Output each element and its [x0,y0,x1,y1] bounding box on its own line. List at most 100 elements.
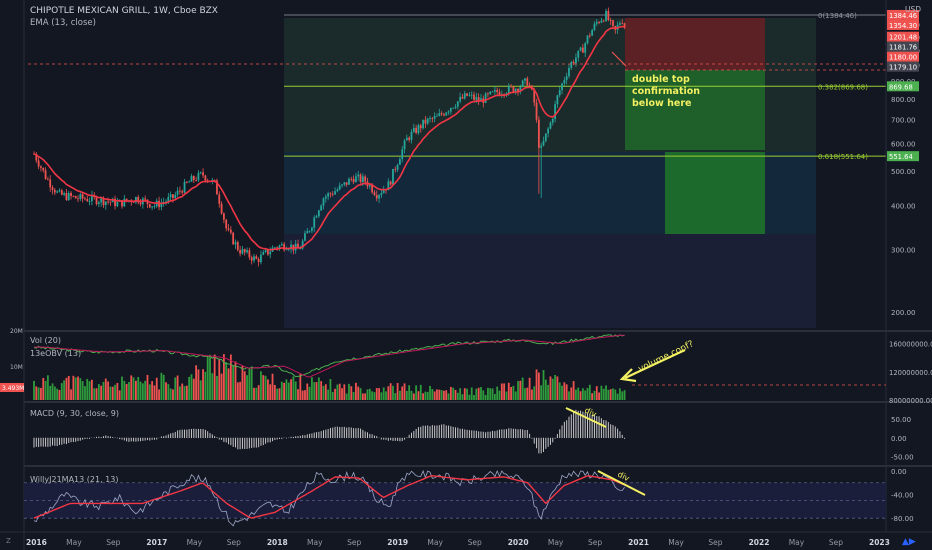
macd-histogram-bar [540,437,542,454]
time-axis: 2016 May Sep 2017 May Sep 2018 May Sep 2019 May Sep… [26,538,890,547]
candle-body [188,181,191,183]
candle-body [151,206,154,208]
macd-histogram-bar [265,437,267,444]
macd-histogram-bar [274,437,276,441]
macd-histogram-bar [408,434,410,439]
macd-histogram-bar [237,437,239,450]
macd-histogram-bar [239,437,241,450]
volume-bar [343,384,346,400]
candle-body [431,118,434,120]
volume-bar [44,380,47,400]
volume-bar [58,389,61,400]
volume-bar [225,362,228,400]
macd-histogram-bar [552,437,554,443]
macd-histogram-bar [160,436,162,439]
volume-bar [500,383,503,400]
volume-bar [459,388,462,400]
volume-bar [551,378,554,400]
volume-bar [577,387,580,400]
time-tick-label: 2023 [869,538,890,547]
volume-bar [449,386,452,400]
candle-body [192,176,195,181]
macd-histogram-bar [443,424,445,439]
volume-bar [366,389,369,400]
macd-histogram-bar [577,410,579,439]
time-tick-label: Sep [227,538,241,547]
volume-bar [426,391,429,400]
macd-histogram-bar [327,429,329,439]
candle-body [241,249,244,254]
annotation-line-2: confirmation [632,86,700,97]
macd-histogram-bar [267,437,269,443]
candle-body [169,194,172,198]
willy-div-line [597,470,646,496]
macd-histogram-bar [75,437,77,442]
timezone-icon[interactable]: Z [6,537,11,545]
macd-histogram-bar [339,427,341,439]
macd-histogram-bar [554,437,556,439]
macd-histogram-bar [524,430,526,439]
volume-bar [387,386,390,400]
volume-bar [81,381,84,400]
candle-body [174,194,177,199]
volume-bar [438,389,441,400]
macd-histogram-bar [503,429,505,439]
volume-bar [257,385,260,400]
volume-bar [507,382,510,400]
ema-indicator-label[interactable]: EMA (13, close) [30,18,96,28]
macd-histogram-bar [357,428,359,439]
candle-body [42,167,45,171]
candle-body [90,194,93,202]
candle-body [519,86,522,92]
candle-body [512,86,515,92]
volume-bar [579,391,582,400]
macd-histogram-bar [593,414,595,439]
time-tick-label: 2020 [508,538,529,547]
time-tick-label: May [427,538,443,547]
candle-body [581,47,584,53]
macd-histogram-bar [441,424,443,439]
volume-bar [111,386,114,400]
macd-histogram-bar [54,437,56,446]
candle-body [392,168,394,185]
candle-body [547,128,550,134]
macd-histogram-bar [204,429,206,439]
macd-histogram-bar [123,437,125,441]
volume-bar [223,354,225,400]
volume-bar [74,377,77,400]
candle-body [102,197,105,206]
volume-bar [114,384,116,400]
candle-body [586,35,589,44]
stop-zone [625,18,765,70]
candle-body [528,85,531,87]
macd-pane: MACD (9, 30, close, 9) 50.00 0.00 -50.00 [30,409,914,462]
annotation-line-3: below here [632,98,691,109]
candle-body [264,250,267,253]
macd-histogram-bar [56,437,58,447]
macd-histogram-bar [58,437,60,445]
candle-body [179,190,181,192]
candle-body [595,22,598,24]
candle-body [602,20,605,22]
price-tick-label: 600.00 [891,140,916,148]
candle-body [135,196,137,203]
candle-body [415,127,418,134]
volume-bar [454,389,457,400]
volume-bar [503,383,506,400]
volume-bar [308,386,311,400]
macd-histogram-bar [174,431,176,439]
macd-histogram-bar [70,437,72,443]
volume-bar [209,354,211,400]
candle-body [273,247,276,249]
price-tag-box [887,19,919,30]
volume-right-tick: 120000000.00 [889,369,932,377]
volume-bar [524,388,526,400]
volume-bar [35,386,38,400]
volume-bar [49,385,52,400]
candle-body [223,213,225,220]
candle-body [438,113,441,116]
macd-histogram-bar [278,437,280,439]
candle-body [278,245,281,249]
volume-bar [535,369,538,400]
macd-histogram-bar [72,437,74,443]
